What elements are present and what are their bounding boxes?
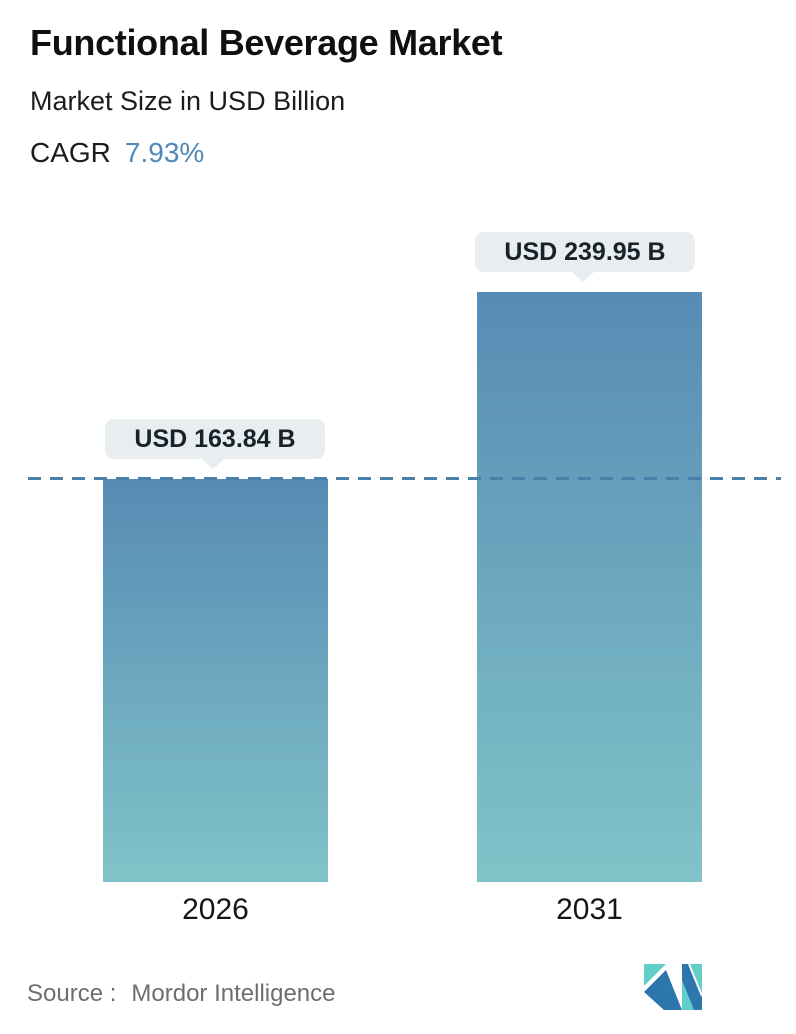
logo-blue-band [644, 970, 682, 1010]
bar-2026 [103, 479, 328, 882]
value-label-2026: USD 163.84 B [105, 419, 325, 469]
bar-2031 [477, 292, 702, 882]
logo-square-blue-band [682, 964, 702, 1010]
source-name: Mordor Intelligence [131, 980, 336, 1007]
value-label-2031-text: USD 239.95 B [504, 237, 666, 266]
value-label-2026-text: USD 163.84 B [134, 424, 296, 453]
mordor-intelligence-logo [644, 963, 702, 1010]
value-label-2031: USD 239.95 B [475, 232, 695, 282]
cagr-value: 7.93% [124, 137, 205, 168]
source-line: Source : Mordor Intelligence [27, 980, 336, 1008]
x-axis-label-2031: 2031 [556, 893, 623, 926]
reference-dashed-line [28, 477, 781, 480]
x-axis-label-2026: 2026 [182, 893, 249, 926]
logo-teal-triangle [644, 964, 666, 986]
cagr-label: CAGR [30, 137, 111, 168]
page-title: Functional Beverage Market [30, 22, 503, 63]
logo-white-gap [688, 963, 702, 997]
cagr-row: CAGR 7.93% [30, 137, 204, 169]
source-label: Source : [27, 980, 117, 1007]
chart-subtitle: Market Size in USD Billion [30, 86, 346, 116]
